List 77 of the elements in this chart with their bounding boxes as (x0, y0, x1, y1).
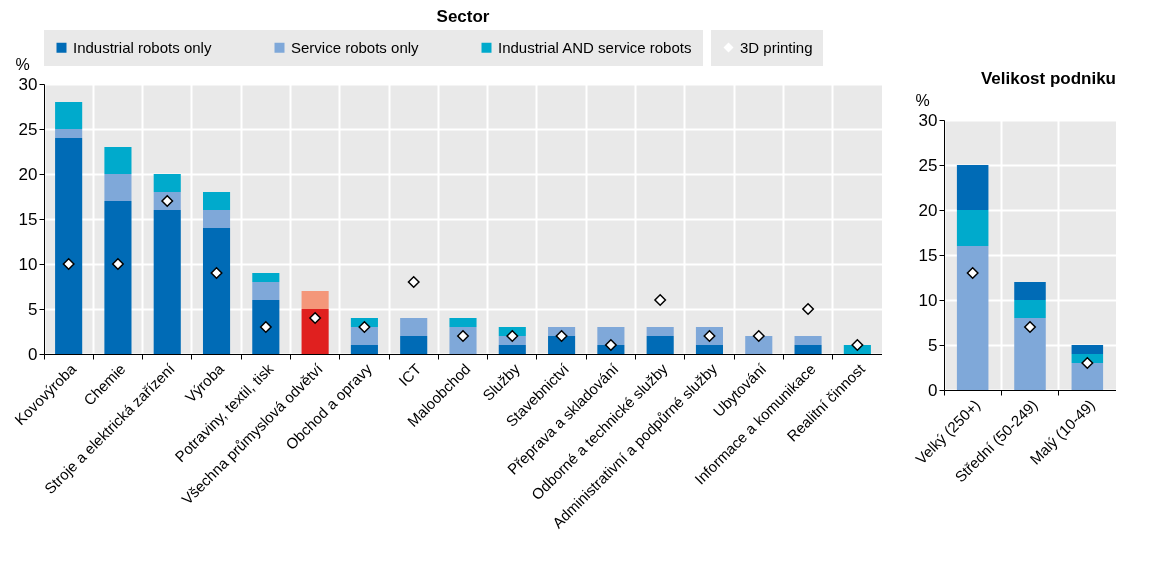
bar (55, 129, 83, 138)
bar (498, 345, 526, 354)
y-axis-title: % (15, 55, 30, 73)
y-tick-label: 10 (918, 290, 938, 310)
bar (202, 210, 231, 228)
bar (252, 273, 280, 282)
bar (400, 318, 428, 336)
bar (252, 282, 280, 300)
bar (956, 165, 989, 210)
bar (1071, 363, 1104, 390)
bar (400, 336, 428, 354)
bar (301, 309, 329, 354)
bar (695, 345, 724, 354)
y-tick-label: 30 (918, 110, 938, 130)
point (1081, 357, 1094, 369)
bar (153, 210, 181, 354)
point (358, 321, 371, 333)
bar (252, 300, 280, 354)
point (506, 330, 519, 342)
y-tick-label: 5 (28, 299, 38, 319)
bar (104, 147, 132, 174)
bar (548, 336, 576, 354)
point (966, 267, 979, 279)
point (111, 258, 124, 270)
bar (55, 138, 83, 354)
legend-label: Industrial robots only (73, 38, 212, 56)
bar (956, 246, 989, 390)
bar (350, 327, 378, 345)
point (407, 276, 420, 288)
bar (597, 327, 625, 345)
point (1024, 321, 1036, 333)
legend-label: Industrial AND service robots (498, 38, 692, 56)
bar (449, 318, 477, 327)
chart-title: Velikost podniku (980, 69, 1116, 88)
point (752, 330, 765, 342)
point (309, 312, 322, 324)
bar (104, 201, 132, 354)
y-tick-label: 0 (928, 380, 938, 400)
point (802, 303, 815, 315)
point (851, 339, 864, 351)
y-tick-label: 15 (918, 245, 938, 265)
bar (956, 210, 989, 246)
bar (1014, 318, 1046, 390)
y-tick-label: 25 (18, 119, 38, 139)
y-tick-label: 0 (28, 344, 38, 364)
point (654, 294, 667, 306)
legend-label: Service robots only (291, 38, 420, 56)
bar (1014, 300, 1046, 318)
bar (794, 345, 822, 354)
bar (153, 174, 181, 192)
point (604, 339, 617, 351)
point (210, 267, 223, 279)
bar (646, 336, 674, 354)
bar (55, 102, 83, 129)
bar (104, 174, 132, 201)
bar (646, 327, 674, 336)
y-tick-label: 15 (18, 209, 38, 229)
y-tick-label: 30 (18, 74, 38, 94)
bar (1071, 345, 1104, 354)
y-tick-label: 20 (18, 164, 38, 184)
y-tick-label: 10 (18, 254, 38, 274)
bar (1014, 282, 1046, 300)
y-tick-label: 20 (918, 200, 938, 220)
bar (350, 345, 378, 354)
chart-title: Sector (436, 7, 490, 26)
point (555, 330, 568, 342)
y-tick-label: 5 (928, 335, 938, 355)
y-axis-title: % (915, 91, 930, 109)
point (259, 321, 272, 333)
y-tick-label: 25 (918, 155, 938, 175)
bar (202, 228, 231, 354)
point (62, 258, 75, 270)
bar (745, 336, 773, 354)
bar (794, 336, 822, 345)
bar (301, 291, 329, 309)
legend-label: 3D printing (740, 38, 813, 56)
bar (202, 192, 231, 210)
